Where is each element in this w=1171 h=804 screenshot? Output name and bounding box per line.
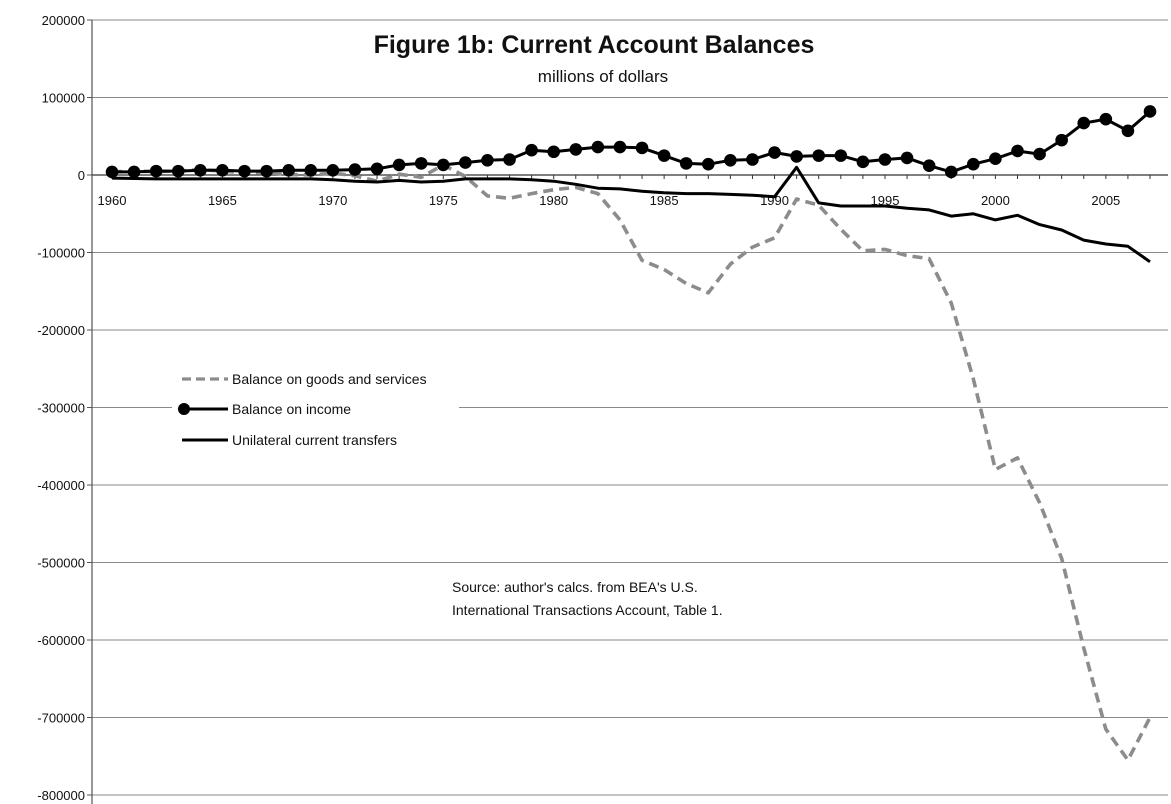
data-point — [613, 140, 627, 154]
data-point — [105, 165, 119, 179]
data-point — [591, 140, 605, 154]
data-point — [790, 150, 803, 163]
data-point — [127, 165, 141, 179]
data-point — [392, 158, 406, 172]
data-point — [967, 157, 980, 171]
y-tick-label: 200000 — [42, 13, 85, 28]
data-point — [878, 153, 892, 166]
data-point — [1033, 147, 1046, 161]
data-point — [834, 149, 848, 162]
x-tick-label: 1995 — [871, 193, 900, 208]
data-point — [414, 157, 428, 170]
chart-subtitle: millions of dollars — [538, 67, 668, 86]
y-tick-label: -400000 — [37, 478, 85, 493]
data-point — [1143, 105, 1157, 118]
data-point — [304, 164, 318, 177]
data-point — [922, 159, 936, 172]
data-point — [1055, 133, 1068, 147]
legend-label-goods-services: Balance on goods and services — [232, 371, 427, 387]
data-point — [547, 145, 561, 159]
legend-label-income: Balance on income — [232, 401, 351, 417]
x-tick-label: 1965 — [208, 193, 237, 208]
data-point — [1011, 144, 1024, 158]
x-tick-label: 1960 — [98, 193, 127, 208]
source-note-line-2: International Transactions Account, Tabl… — [452, 602, 723, 618]
data-point — [746, 153, 759, 166]
series-group — [105, 105, 1157, 762]
data-point — [459, 156, 472, 169]
y-tick-label: -500000 — [37, 556, 85, 571]
data-point — [944, 165, 958, 179]
data-point — [326, 164, 340, 177]
data-point — [569, 143, 583, 156]
data-point — [724, 153, 737, 167]
data-point — [260, 164, 273, 178]
y-tick-label: -100000 — [37, 246, 85, 261]
data-point — [282, 164, 295, 177]
source-note: Source: author's calcs. from BEA's U.S. … — [452, 579, 723, 618]
data-point — [238, 164, 251, 178]
grid — [92, 19, 1168, 796]
series-line-0 — [111, 163, 1152, 762]
y-tick-label: -800000 — [37, 788, 85, 803]
data-point — [171, 164, 185, 178]
data-point — [1121, 124, 1135, 138]
y-tick-label: -200000 — [37, 323, 85, 338]
legend-background — [172, 362, 459, 460]
data-point — [370, 162, 384, 176]
data-point — [989, 152, 1002, 166]
data-point — [768, 146, 781, 159]
y-tick-label: -700000 — [37, 711, 85, 726]
data-point — [436, 158, 450, 172]
y-tick-label: 100000 — [42, 91, 85, 106]
chart-title: Figure 1b: Current Account Balances — [374, 31, 815, 59]
x-tick-label: 1980 — [539, 193, 568, 208]
x-tick-label: 1970 — [318, 193, 347, 208]
data-point — [194, 164, 207, 177]
y-axis: 200000 100000 0 -100000 -200000 -300000 -40000… — [37, 13, 92, 803]
x-tick-label: 1985 — [650, 193, 679, 208]
data-point — [216, 164, 229, 177]
x-tick-label: 1975 — [429, 193, 458, 208]
data-point — [1099, 112, 1113, 126]
data-point — [348, 163, 362, 176]
data-point — [149, 164, 163, 178]
x-tick-label: 2000 — [981, 193, 1010, 208]
x-tick-label: 2005 — [1091, 193, 1120, 208]
x-axis: 1960 1965 1970 1975 1980 1985 1990 1995 2000 2005 — [98, 175, 1151, 208]
source-note-line-1: Source: author's calcs. from BEA's U.S. — [452, 579, 698, 595]
data-point — [701, 157, 715, 171]
data-point — [679, 157, 693, 170]
data-point — [657, 149, 671, 162]
data-point — [635, 141, 649, 155]
legend: Balance on goods and services Balance on… — [172, 362, 459, 460]
data-point — [812, 149, 826, 162]
y-tick-label: -300000 — [37, 401, 85, 416]
y-tick-label: 0 — [78, 168, 85, 183]
legend-label-transfers: Unilateral current transfers — [232, 432, 397, 448]
series-line-2 — [111, 165, 1151, 264]
data-point — [1077, 116, 1091, 130]
y-tick-label: -600000 — [37, 633, 85, 648]
data-point — [525, 143, 538, 157]
data-point — [900, 151, 914, 165]
data-point — [856, 155, 870, 169]
data-point — [481, 153, 494, 167]
data-point — [503, 153, 516, 166]
legend-marker-income — [178, 403, 190, 415]
